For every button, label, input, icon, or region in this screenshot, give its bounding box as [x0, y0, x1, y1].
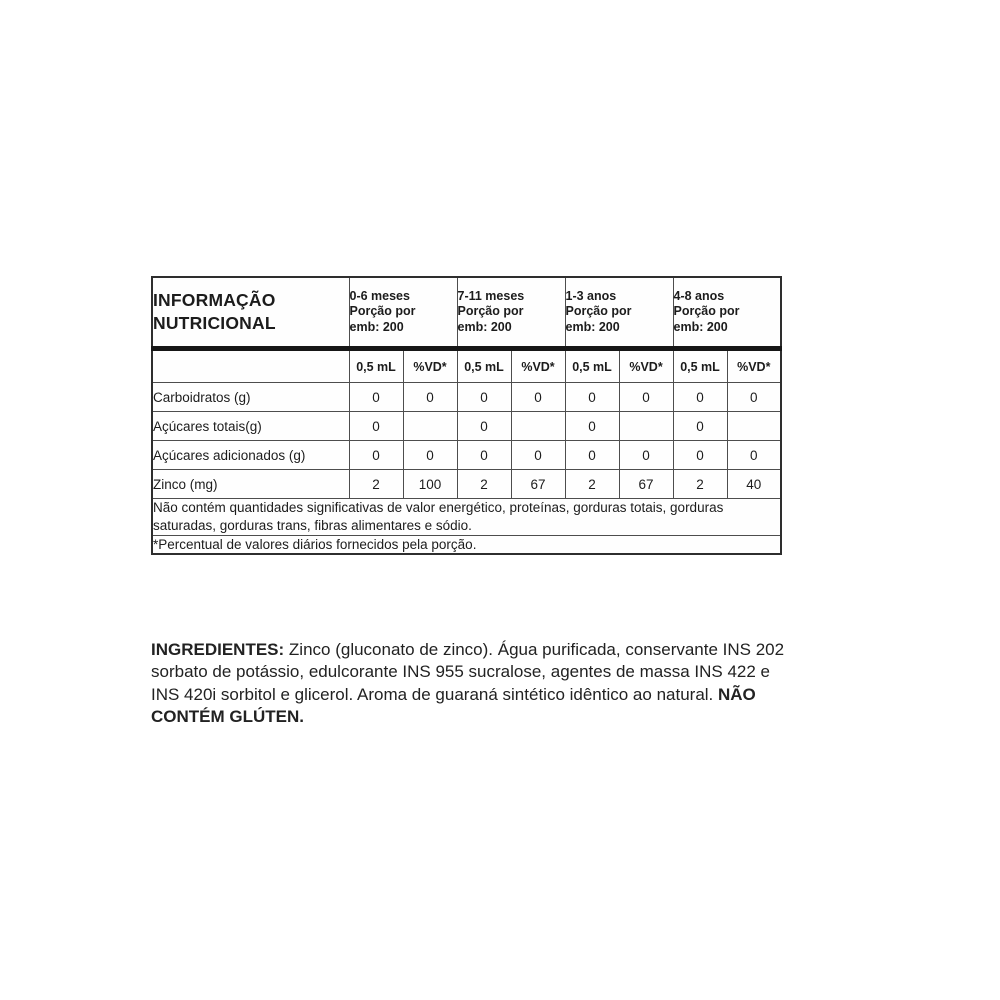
nutrient-value: [726, 411, 782, 441]
nutrient-value: 2: [348, 469, 404, 499]
nutrient-value: 0: [618, 440, 674, 470]
nutrient-value: 0: [510, 440, 566, 470]
age-group-header-1-3-anos: 1-3 anos Porção por emb: 200: [564, 276, 674, 351]
daily-value-header: %VD*: [510, 348, 566, 383]
gluten-free-statement: NÃO CONTÉM GLÚTEN.: [151, 684, 756, 726]
nutrient-value: 0: [402, 440, 458, 470]
nutrient-row-carboidratos: Carboidratos (g) 0 0 0 0 0 0 0 0: [151, 382, 782, 412]
nutrient-value: 40: [726, 469, 782, 499]
table-title-line2: NUTRICIONAL: [153, 313, 276, 333]
daily-values-footnote: *Percentual de valores diários fornecido…: [151, 534, 782, 555]
nutrient-value: 0: [348, 382, 404, 412]
daily-value-header: %VD*: [726, 348, 782, 383]
age-group-header-4-8-anos: 4-8 anos Porção por emb: 200: [672, 276, 782, 351]
nutrition-facts-table: INFORMAÇÃO NUTRICIONAL 0-6 meses Porção …: [151, 276, 783, 556]
portion-count: emb: 200: [673, 319, 728, 334]
nutrient-value: 2: [564, 469, 620, 499]
nutrient-value: 0: [618, 382, 674, 412]
nutrient-value: 0: [564, 440, 620, 470]
portion-text: Porção por: [457, 304, 524, 319]
nutrient-label: Carboidratos (g): [151, 382, 350, 412]
nutrient-value: [510, 411, 566, 441]
table-title-line1: INFORMAÇÃO: [153, 290, 276, 311]
nutrient-value: 0: [402, 382, 458, 412]
nutrient-row-acucares-adicionados: Açúcares adicionados (g) 0 0 0 0 0 0 0 0: [151, 440, 782, 470]
nutrient-value: 0: [456, 411, 512, 441]
ingredients-paragraph: INGREDIENTES: Zinco (gluconato de zinco)…: [151, 639, 791, 728]
units-subheader-row: 0,5 mL %VD* 0,5 mL %VD* 0,5 mL %VD* 0,5 …: [151, 348, 782, 383]
portion-amount-header: 0,5 mL: [348, 348, 404, 383]
daily-value-header: %VD*: [618, 348, 674, 383]
portion-amount-header: 0,5 mL: [456, 348, 512, 383]
nutrient-value: [618, 411, 674, 441]
nutrient-value: 0: [726, 440, 782, 470]
empty-corner-cell: [151, 348, 350, 383]
nutrient-value: [402, 411, 458, 441]
nutrient-value: 0: [510, 382, 566, 412]
nutrient-row-acucares-totais: Açúcares totais(g) 0 0 0 0: [151, 411, 782, 441]
portion-text: Porção por: [673, 304, 740, 319]
ingredients-text: Zinco (gluconato de zinco). Água purific…: [151, 640, 785, 704]
age-group-range: 1-3 anos: [565, 288, 617, 303]
portion-count: emb: 200: [457, 319, 512, 334]
age-group-header-0-6-meses: 0-6 meses Porção por emb: 200: [348, 276, 458, 351]
nutrient-value: 67: [510, 469, 566, 499]
portion-amount-header: 0,5 mL: [564, 348, 620, 383]
insignificant-amounts-note-row: Não contém quantidades significativas de…: [151, 498, 782, 536]
nutrient-value: 0: [348, 411, 404, 441]
nutrient-value: 0: [726, 382, 782, 412]
nutrient-label: Açúcares adicionados (g): [151, 440, 350, 470]
nutrient-value: 67: [618, 469, 674, 499]
nutrient-value: 2: [456, 469, 512, 499]
insignificant-amounts-note: Não contém quantidades significativas de…: [151, 498, 782, 536]
age-group-range: 7-11 meses: [457, 288, 525, 303]
nutrient-label: Açúcares totais(g): [151, 411, 350, 441]
nutrient-value: 0: [564, 411, 620, 441]
portion-text: Porção por: [565, 304, 632, 319]
nutrient-value: 0: [672, 411, 728, 441]
nutrient-value: 2: [672, 469, 728, 499]
daily-value-header: %VD*: [402, 348, 458, 383]
nutrient-value: 0: [456, 382, 512, 412]
table-header-row: INFORMAÇÃO NUTRICIONAL 0-6 meses Porção …: [151, 276, 782, 351]
nutrient-value: 0: [672, 382, 728, 412]
nutrient-value: 0: [456, 440, 512, 470]
age-group-range: 0-6 meses: [349, 288, 410, 303]
portion-amount-header: 0,5 mL: [672, 348, 728, 383]
table-title: INFORMAÇÃO NUTRICIONAL: [151, 276, 350, 351]
portion-count: emb: 200: [349, 319, 404, 334]
daily-values-footnote-row: *Percentual de valores diários fornecido…: [151, 534, 782, 555]
nutrient-row-zinco: Zinco (mg) 2 100 2 67 2 67 2 40: [151, 469, 782, 499]
portion-text: Porção por: [349, 304, 416, 319]
age-group-header-7-11-meses: 7-11 meses Porção por emb: 200: [456, 276, 566, 351]
nutrient-value: 0: [564, 382, 620, 412]
portion-count: emb: 200: [565, 319, 620, 334]
nutrient-value: 0: [672, 440, 728, 470]
nutrient-value: 0: [348, 440, 404, 470]
age-group-range: 4-8 anos: [673, 288, 725, 303]
nutrient-value: 100: [402, 469, 458, 499]
ingredients-label: INGREDIENTES:: [151, 640, 285, 659]
nutrient-label: Zinco (mg): [151, 469, 350, 499]
